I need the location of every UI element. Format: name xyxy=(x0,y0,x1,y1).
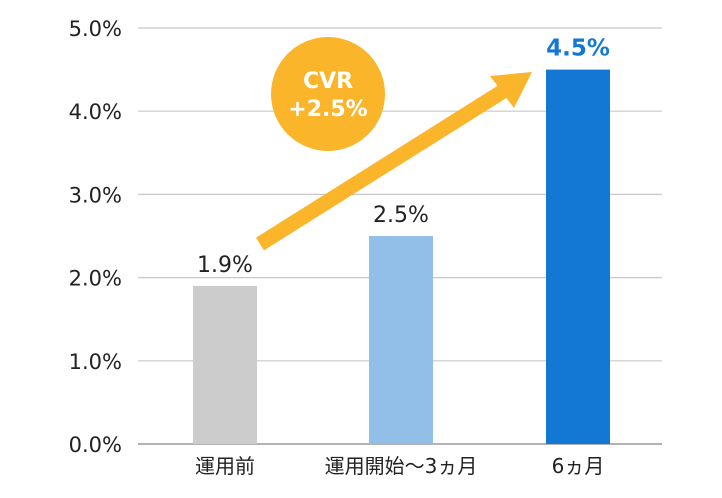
data-label: 1.9% xyxy=(197,253,253,278)
y-tick-label: 3.0% xyxy=(69,183,122,207)
bar xyxy=(193,285,257,444)
bar xyxy=(369,236,433,444)
x-axis-categories: 運用前 運用開始〜3ヵ月 6ヵ月 xyxy=(195,454,604,478)
y-tick-label: 0.0% xyxy=(69,433,122,457)
data-label: 2.5% xyxy=(373,203,429,228)
trend-arrow-shaft xyxy=(256,83,509,251)
y-tick-label: 5.0% xyxy=(69,17,122,41)
cvr-badge: CVR +2.5% xyxy=(271,37,385,151)
cvr-badge-circle xyxy=(271,37,385,151)
y-axis-ticks: 0.0% 1.0% 2.0% 3.0% 4.0% 5.0% xyxy=(69,17,122,457)
y-tick-label: 4.0% xyxy=(69,100,122,124)
trend-arrow xyxy=(256,72,532,251)
category-label: 運用前 xyxy=(195,454,255,478)
y-tick-label: 1.0% xyxy=(69,350,122,374)
trend-arrow-head xyxy=(490,72,532,108)
data-label: 4.5% xyxy=(546,36,610,62)
data-labels: 1.9% 2.5% 4.5% xyxy=(197,36,610,278)
bars xyxy=(193,69,610,444)
cvr-badge-title: CVR xyxy=(303,69,353,94)
category-label: 6ヵ月 xyxy=(552,454,605,478)
bar xyxy=(546,69,610,444)
category-label: 運用開始〜3ヵ月 xyxy=(325,454,478,478)
y-tick-label: 2.0% xyxy=(69,267,122,291)
cvr-badge-value: +2.5% xyxy=(288,97,367,122)
